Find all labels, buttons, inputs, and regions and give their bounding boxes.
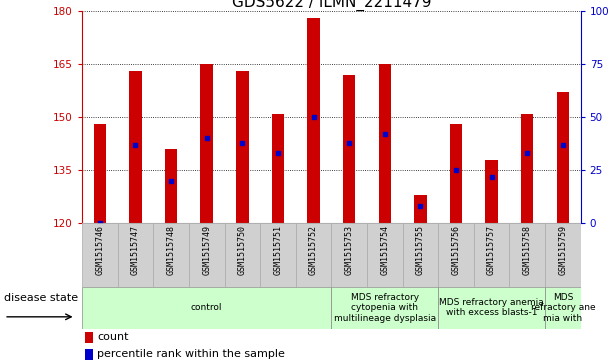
Bar (85, 348, 92, 359)
Text: GSM1515757: GSM1515757 (487, 225, 496, 275)
Bar (545, 287, 581, 329)
Text: MDS refractory
cytopenia with
multilineage dysplasia: MDS refractory cytopenia with multilinea… (334, 293, 436, 323)
Bar (414, 195, 427, 223)
Bar (545, 223, 581, 287)
Bar (521, 114, 533, 223)
Bar (450, 124, 462, 223)
Bar (236, 71, 249, 223)
Bar (474, 223, 510, 287)
Title: GDS5622 / ILMN_2211479: GDS5622 / ILMN_2211479 (232, 0, 431, 11)
Text: MDS refractory anemia
with excess blasts-1: MDS refractory anemia with excess blasts… (439, 298, 544, 317)
Bar (485, 160, 498, 223)
Bar (224, 223, 260, 287)
Text: MDS
refractory ane
mia with: MDS refractory ane mia with (531, 293, 595, 323)
Text: GSM1515751: GSM1515751 (274, 225, 283, 275)
Text: GSM1515748: GSM1515748 (167, 225, 176, 275)
Bar (153, 223, 189, 287)
Text: GSM1515759: GSM1515759 (558, 225, 567, 275)
Bar (331, 223, 367, 287)
Text: percentile rank within the sample: percentile rank within the sample (97, 349, 285, 359)
Bar (201, 64, 213, 223)
Bar (343, 74, 356, 223)
Text: GSM1515754: GSM1515754 (380, 225, 389, 275)
Text: GSM1515746: GSM1515746 (95, 225, 105, 275)
Bar (438, 287, 545, 329)
Bar (272, 114, 284, 223)
Bar (118, 223, 153, 287)
Text: control: control (191, 303, 223, 312)
Bar (556, 92, 569, 223)
Bar (367, 223, 402, 287)
Bar (82, 223, 118, 287)
Bar (379, 64, 391, 223)
Text: GSM1515747: GSM1515747 (131, 225, 140, 275)
Bar (307, 18, 320, 223)
Text: GSM1515749: GSM1515749 (202, 225, 211, 275)
Bar (295, 223, 331, 287)
Bar (85, 332, 92, 343)
Bar (331, 287, 438, 329)
Text: GSM1515756: GSM1515756 (452, 225, 460, 275)
Bar (82, 287, 331, 329)
Text: GSM1515755: GSM1515755 (416, 225, 425, 275)
Bar (130, 71, 142, 223)
Text: GSM1515758: GSM1515758 (523, 225, 532, 275)
Bar (438, 223, 474, 287)
Text: count: count (97, 333, 128, 342)
Bar (165, 149, 178, 223)
Bar (510, 223, 545, 287)
Bar (189, 223, 224, 287)
Bar (94, 124, 106, 223)
Text: GSM1515753: GSM1515753 (345, 225, 354, 275)
Text: GSM1515750: GSM1515750 (238, 225, 247, 275)
Text: disease state: disease state (4, 293, 78, 303)
Bar (260, 223, 295, 287)
Bar (402, 223, 438, 287)
Text: GSM1515752: GSM1515752 (309, 225, 318, 275)
